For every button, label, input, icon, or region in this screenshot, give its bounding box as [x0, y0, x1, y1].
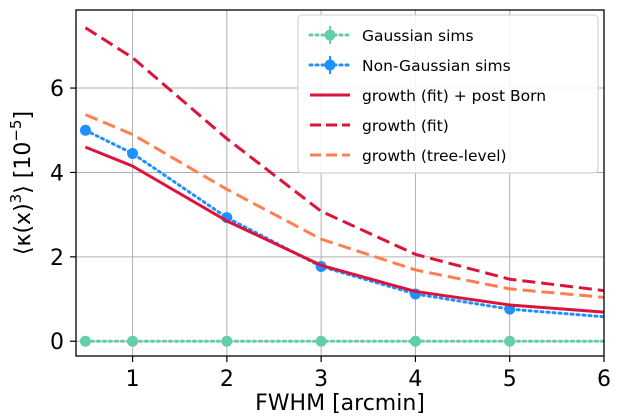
legend-label: growth (fit) + post Born — [362, 87, 546, 105]
legend-label: Gaussian sims — [362, 27, 474, 45]
data-point — [315, 335, 327, 347]
legend-box — [297, 14, 599, 174]
x-tick-label: 2 — [220, 367, 234, 392]
series-4 — [84, 113, 605, 299]
data-point — [504, 335, 516, 347]
legend-item: growth (fit) — [310, 117, 449, 135]
y-axis-label: ⟨κ(x)3⟩ [10−5] — [7, 111, 36, 255]
ticks: 1 2 3 4 5 6 0 2 4 6 — [50, 77, 611, 392]
data-point — [127, 147, 139, 159]
series-2 — [84, 145, 605, 314]
data-point — [79, 335, 91, 347]
y-tick-label: 2 — [50, 246, 64, 271]
y-label-end: ] — [11, 111, 36, 120]
legend-item: growth (fit) + post Born — [310, 87, 546, 105]
series-line — [84, 113, 605, 299]
data-point — [79, 124, 91, 136]
series-layer — [79, 26, 606, 347]
series-line — [84, 145, 605, 314]
x-axis-label: FWHM [arcmin] — [255, 391, 425, 416]
y-tick-label: 0 — [50, 330, 64, 355]
legend-item: growth (tree-level) — [310, 147, 507, 165]
legend-marker — [324, 59, 336, 71]
data-point — [127, 335, 139, 347]
legend-label: growth (fit) — [362, 117, 449, 135]
series-0 — [79, 335, 606, 347]
series-3 — [84, 26, 605, 293]
x-tick-label: 4 — [408, 367, 422, 392]
data-point — [409, 335, 421, 347]
legend-label: growth (tree-level) — [362, 147, 507, 165]
legend-item: Gaussian sims — [308, 26, 474, 45]
x-tick-label: 5 — [503, 367, 517, 392]
series-line — [84, 26, 605, 293]
data-point — [221, 335, 233, 347]
x-tick-label: 6 — [597, 367, 611, 392]
legend-marker — [324, 29, 336, 41]
x-tick-label: 3 — [314, 367, 328, 392]
y-tick-label: 6 — [50, 77, 64, 102]
y-label-post: ⟩ [10 — [11, 142, 36, 194]
y-tick-label: 4 — [50, 161, 64, 186]
legend: Gaussian sims Non-Gaussian sims growth (fi… — [297, 14, 599, 174]
plot-frame — [75, 9, 605, 357]
y-label-sup: 3 — [7, 194, 25, 204]
legend-label: Non-Gaussian sims — [362, 57, 511, 75]
x-tick-label: 1 — [126, 367, 140, 392]
legend-item: Non-Gaussian sims — [308, 56, 511, 75]
y-label-pre: ⟨κ(x) — [11, 203, 36, 255]
y-label-sup2: −5 — [7, 120, 25, 142]
